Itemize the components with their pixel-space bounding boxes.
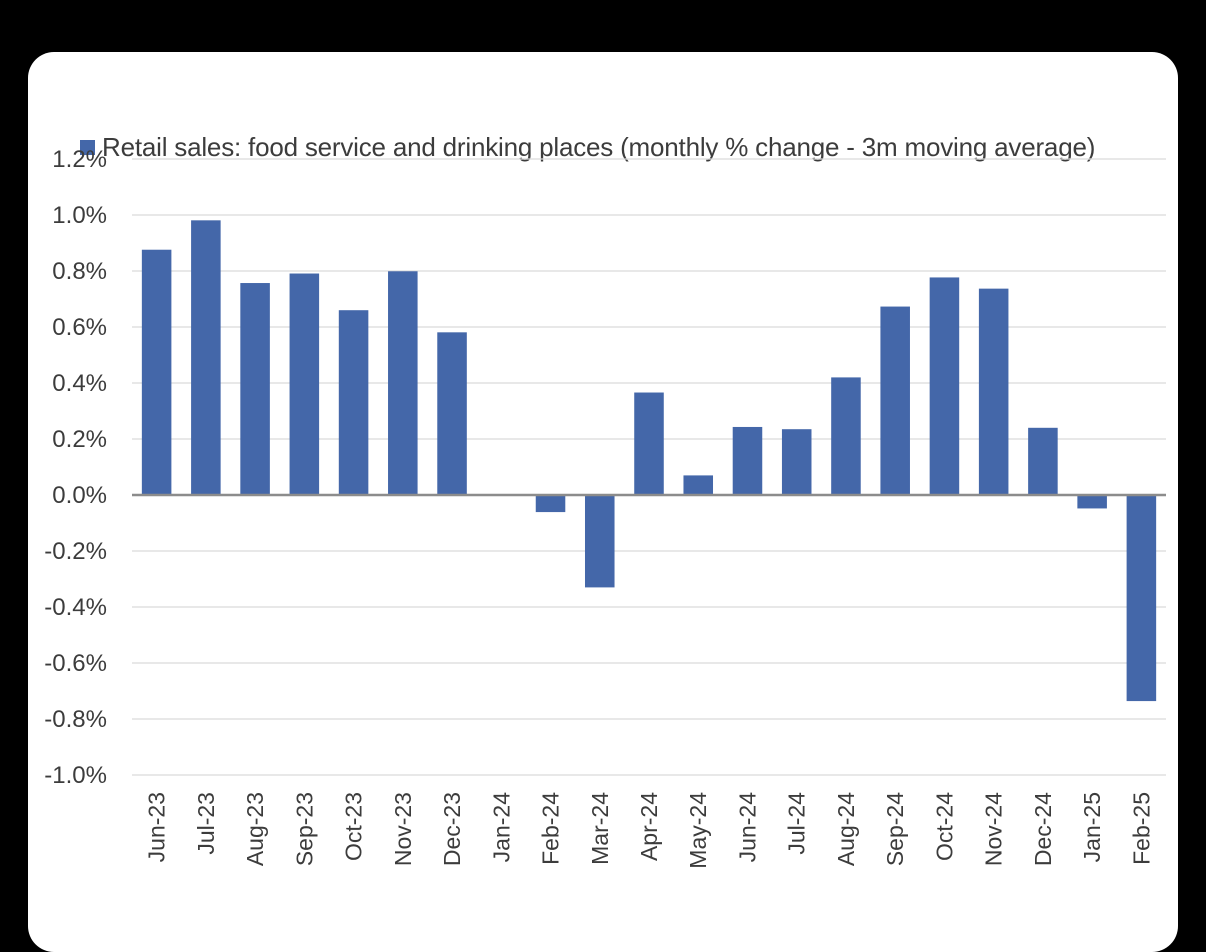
- x-tick-label: Feb-25: [1128, 792, 1154, 865]
- bar: [1077, 495, 1107, 509]
- x-tick-label: May-24: [685, 792, 711, 869]
- x-tick-label: Dec-24: [1030, 792, 1056, 866]
- bar: [240, 283, 270, 495]
- x-tick-label: Dec-23: [439, 792, 465, 866]
- bar: [535, 495, 566, 513]
- x-tick-label: Nov-23: [390, 792, 416, 866]
- y-tick-label: 0.4%: [52, 370, 107, 397]
- bar: [683, 475, 714, 495]
- bars: [141, 220, 1157, 702]
- bar: [1126, 495, 1157, 702]
- x-tick-label: Jun-23: [144, 792, 170, 862]
- bar: [1028, 427, 1058, 495]
- x-tick-label: Oct-23: [341, 792, 367, 861]
- x-tick-label: Jun-24: [734, 792, 760, 863]
- bar: [929, 277, 960, 495]
- y-tick-label: -0.2%: [44, 538, 107, 565]
- bar: [732, 426, 763, 495]
- y-tick-label: -0.4%: [44, 594, 107, 621]
- y-tick-label: -1.0%: [44, 762, 107, 789]
- x-tick-label: Aug-24: [833, 792, 859, 866]
- bar: [437, 332, 467, 495]
- y-tick-label: 0.6%: [52, 314, 107, 341]
- x-tick-label: Nov-24: [981, 792, 1007, 866]
- x-tick-label: Aug-23: [242, 792, 268, 866]
- bar: [141, 249, 172, 495]
- x-tick-label: Apr-24: [636, 792, 662, 861]
- x-axis-labels: Jun-23 Jul-23 Aug-23 Sep-23 Oct-23 Nov-23 Dec-…: [144, 792, 1155, 869]
- bar: [634, 392, 664, 495]
- x-tick-label: Feb-24: [538, 792, 564, 865]
- x-tick-label: Jul-23: [193, 792, 219, 855]
- x-tick-label: Sep-23: [291, 792, 317, 866]
- legend-label: Retail sales: food service and drinking …: [102, 131, 1096, 162]
- y-tick-label: 1.0%: [52, 202, 107, 229]
- y-tick-label: 1.2%: [52, 146, 107, 173]
- x-tick-label: Jan-25: [1079, 792, 1105, 862]
- x-tick-label: Oct-24: [931, 792, 957, 861]
- bar: [338, 310, 369, 495]
- y-tick-label: -0.8%: [44, 706, 107, 733]
- y-tick-label: 0.8%: [52, 258, 107, 285]
- bar: [978, 288, 1009, 495]
- legend-swatch: [80, 139, 95, 155]
- x-tick-label: Jul-24: [784, 792, 810, 855]
- y-tick-label: 0.0%: [52, 482, 107, 509]
- y-tick-label: 0.2%: [52, 426, 107, 453]
- y-tick-label: -0.6%: [44, 650, 107, 677]
- bar: [831, 377, 861, 495]
- x-tick-label: Jan-24: [488, 792, 514, 863]
- bar: [781, 429, 812, 495]
- x-tick-label: Mar-24: [587, 792, 613, 865]
- bar: [388, 271, 418, 495]
- bar: [584, 495, 615, 588]
- y-axis-labels: 1.2% 1.0% 0.8% 0.6% 0.4% 0.2% 0.0% -0.2% -0.4% -0…: [44, 146, 107, 789]
- legend: Retail sales: food service and drinking …: [80, 130, 1095, 164]
- bar: [191, 220, 221, 495]
- bar: [880, 306, 910, 495]
- bar: [289, 273, 320, 495]
- x-tick-label: Sep-24: [882, 792, 908, 866]
- bar-chart: 1.2% 1.0% 0.8% 0.6% 0.4% 0.2% 0.0% -0.2% -0.4% -0…: [44, 146, 1166, 869]
